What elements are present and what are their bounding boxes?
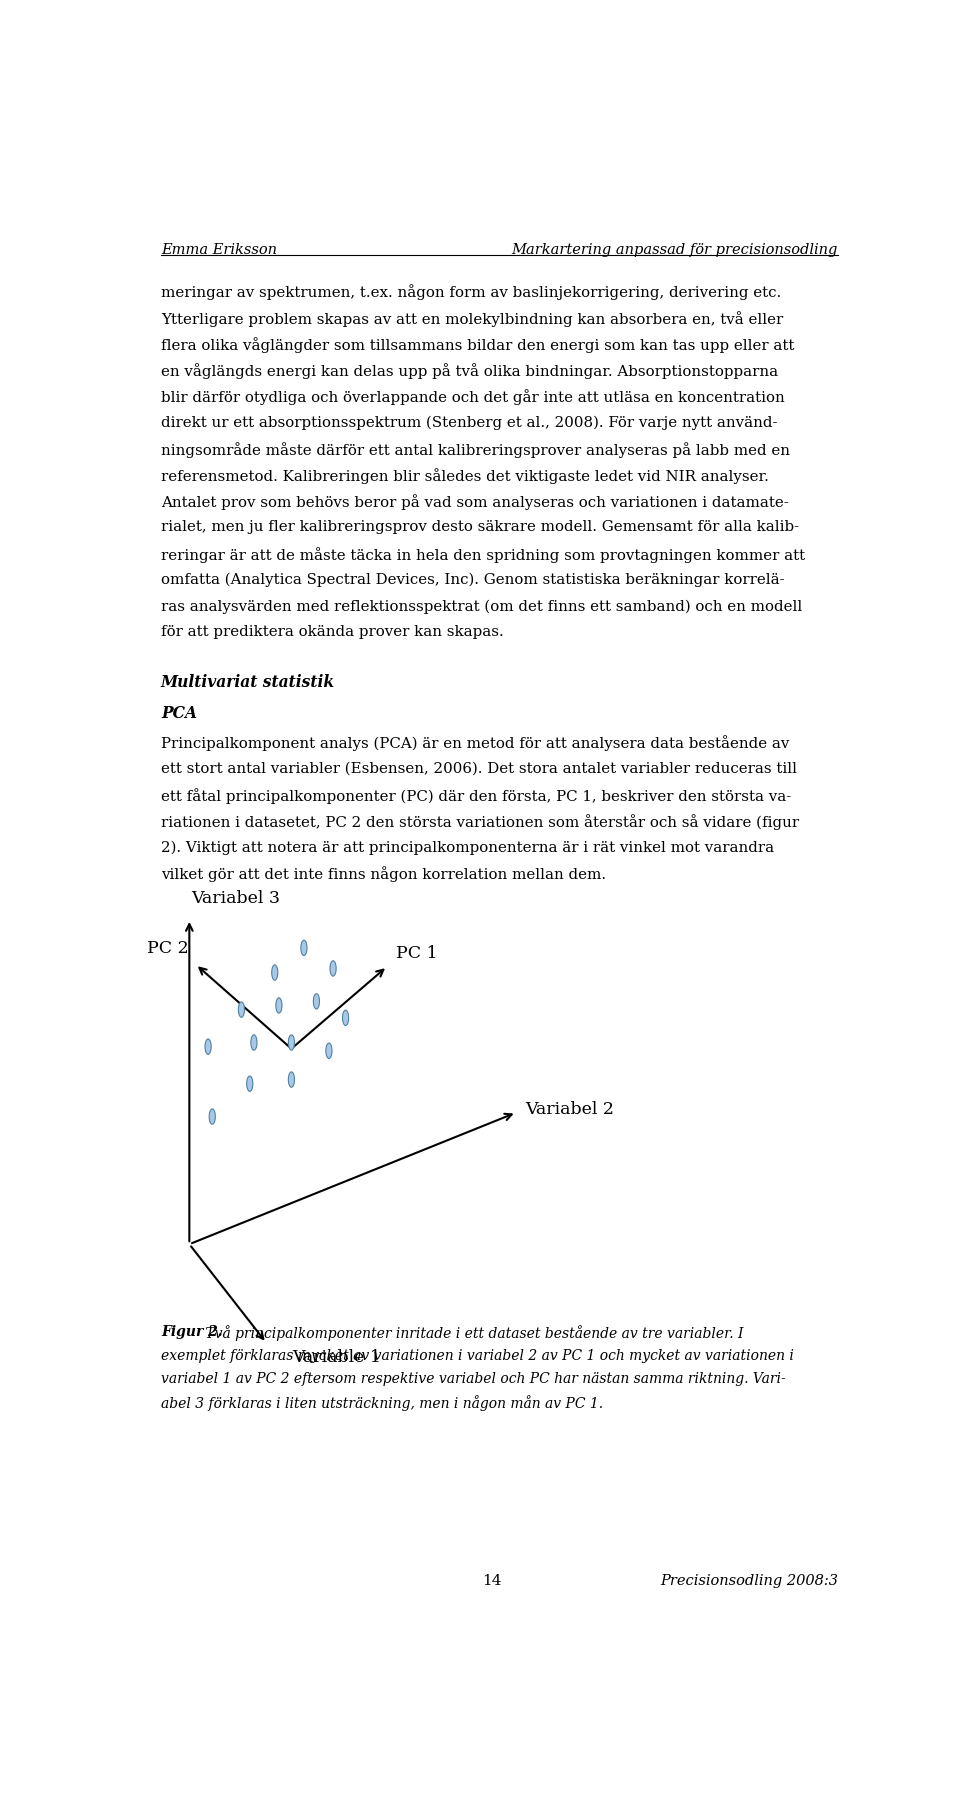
Text: ras analysvärden med reflektionsspektrat (om det finns ett samband) och en model: ras analysvärden med reflektionsspektrat…: [161, 600, 803, 614]
Ellipse shape: [272, 964, 277, 980]
Ellipse shape: [205, 1038, 211, 1055]
Text: ett stort antal variabler (Esbensen, 2006). Det stora antalet variabler reducera: ett stort antal variabler (Esbensen, 200…: [161, 761, 797, 776]
Text: Två principalkomponenter inritade i ett dataset bestående av tre variabler. I: Två principalkomponenter inritade i ett …: [201, 1325, 744, 1341]
Ellipse shape: [247, 1076, 252, 1091]
Ellipse shape: [251, 1035, 257, 1051]
Text: vilket gör att det inte finns någon korrelation mellan dem.: vilket gör att det inte finns någon korr…: [161, 866, 606, 882]
Text: rialet, men ju fler kalibreringsprov desto säkrare modell. Gemensamt för alla ka: rialet, men ju fler kalibreringsprov des…: [161, 520, 799, 535]
Text: Emma Eriksson: Emma Eriksson: [161, 243, 276, 257]
Text: exemplet förklaras mycket av variationen i variabel 2 av PC 1 och mycket av vari: exemplet förklaras mycket av variationen…: [161, 1348, 794, 1363]
Text: Multivariat statistik: Multivariat statistik: [161, 674, 335, 690]
Text: variabel 1 av PC 2 eftersom respektive variabel och PC har nästan samma riktning: variabel 1 av PC 2 eftersom respektive v…: [161, 1372, 785, 1386]
Text: Markartering anpassad för precisionsodling: Markartering anpassad för precisionsodli…: [512, 243, 838, 257]
Text: Ytterligare problem skapas av att en molekylbindning kan absorbera en, två eller: Ytterligare problem skapas av att en mol…: [161, 310, 783, 326]
Text: Antalet prov som behövs beror på vad som analyseras och variationen i datamate-: Antalet prov som behövs beror på vad som…: [161, 495, 789, 511]
Text: blir därför otydliga och överlappande och det går inte att utläsa en koncentrati: blir därför otydliga och överlappande oc…: [161, 390, 784, 406]
Ellipse shape: [209, 1109, 215, 1123]
Ellipse shape: [343, 1009, 348, 1026]
Ellipse shape: [238, 1002, 245, 1017]
Text: referensmetod. Kalibreringen blir således det viktigaste ledet vid NIR analyser.: referensmetod. Kalibreringen blir sålede…: [161, 467, 769, 484]
Text: Precisionsodling 2008:3: Precisionsodling 2008:3: [660, 1573, 838, 1587]
Text: PC 2: PC 2: [147, 940, 189, 957]
Text: 14: 14: [482, 1573, 502, 1587]
Ellipse shape: [300, 940, 307, 955]
Text: riationen i datasetet, PC 2 den största variationen som återstår och så vidare (: riationen i datasetet, PC 2 den största …: [161, 814, 799, 830]
Ellipse shape: [288, 1073, 295, 1087]
Text: ningsområde måste därför ett antal kalibreringsprover analyseras på labb med en: ningsområde måste därför ett antal kalib…: [161, 442, 790, 458]
Text: flera olika våglängder som tillsammans bildar den energi som kan tas upp eller a: flera olika våglängder som tillsammans b…: [161, 337, 794, 353]
Text: Figur 2.: Figur 2.: [161, 1325, 223, 1339]
Text: meringar av spektrumen, t.ex. någon form av baslinjekorrigering, derivering etc.: meringar av spektrumen, t.ex. någon form…: [161, 284, 781, 301]
Ellipse shape: [288, 1035, 295, 1051]
Ellipse shape: [276, 998, 282, 1013]
Text: 2). Viktigt att notera är att principalkomponenterna är i rät vinkel mot varandr: 2). Viktigt att notera är att principalk…: [161, 841, 774, 855]
Text: PCA: PCA: [161, 705, 197, 721]
Ellipse shape: [330, 960, 336, 977]
Text: reringar är att de måste täcka in hela den spridning som provtagningen kommer at: reringar är att de måste täcka in hela d…: [161, 547, 805, 562]
Text: PC 1: PC 1: [396, 946, 438, 962]
Text: för att prediktera okända prover kan skapas.: för att prediktera okända prover kan ska…: [161, 625, 504, 640]
Text: ett fåtal principalkomponenter (PC) där den första, PC 1, beskriver den största : ett fåtal principalkomponenter (PC) där …: [161, 788, 791, 805]
Text: en våglängds energi kan delas upp på två olika bindningar. Absorptionstopparna: en våglängds energi kan delas upp på två…: [161, 362, 778, 379]
Text: Principalkomponent analys (PCA) är en metod för att analysera data bestående av: Principalkomponent analys (PCA) är en me…: [161, 736, 789, 752]
Text: abel 3 förklaras i liten utsträckning, men i någon mån av PC 1.: abel 3 förklaras i liten utsträckning, m…: [161, 1395, 603, 1412]
Text: Variable 1: Variable 1: [293, 1348, 381, 1366]
Text: omfatta (Analytica Spectral Devices, Inc). Genom statistiska beräkningar korrelä: omfatta (Analytica Spectral Devices, Inc…: [161, 573, 784, 587]
Text: Variabel 3: Variabel 3: [191, 890, 279, 906]
Text: direkt ur ett absorptionsspektrum (Stenberg et al., 2008). För varje nytt använd: direkt ur ett absorptionsspektrum (Stenb…: [161, 415, 778, 429]
Ellipse shape: [325, 1044, 332, 1058]
Text: Variabel 2: Variabel 2: [525, 1102, 614, 1118]
Ellipse shape: [313, 993, 320, 1009]
